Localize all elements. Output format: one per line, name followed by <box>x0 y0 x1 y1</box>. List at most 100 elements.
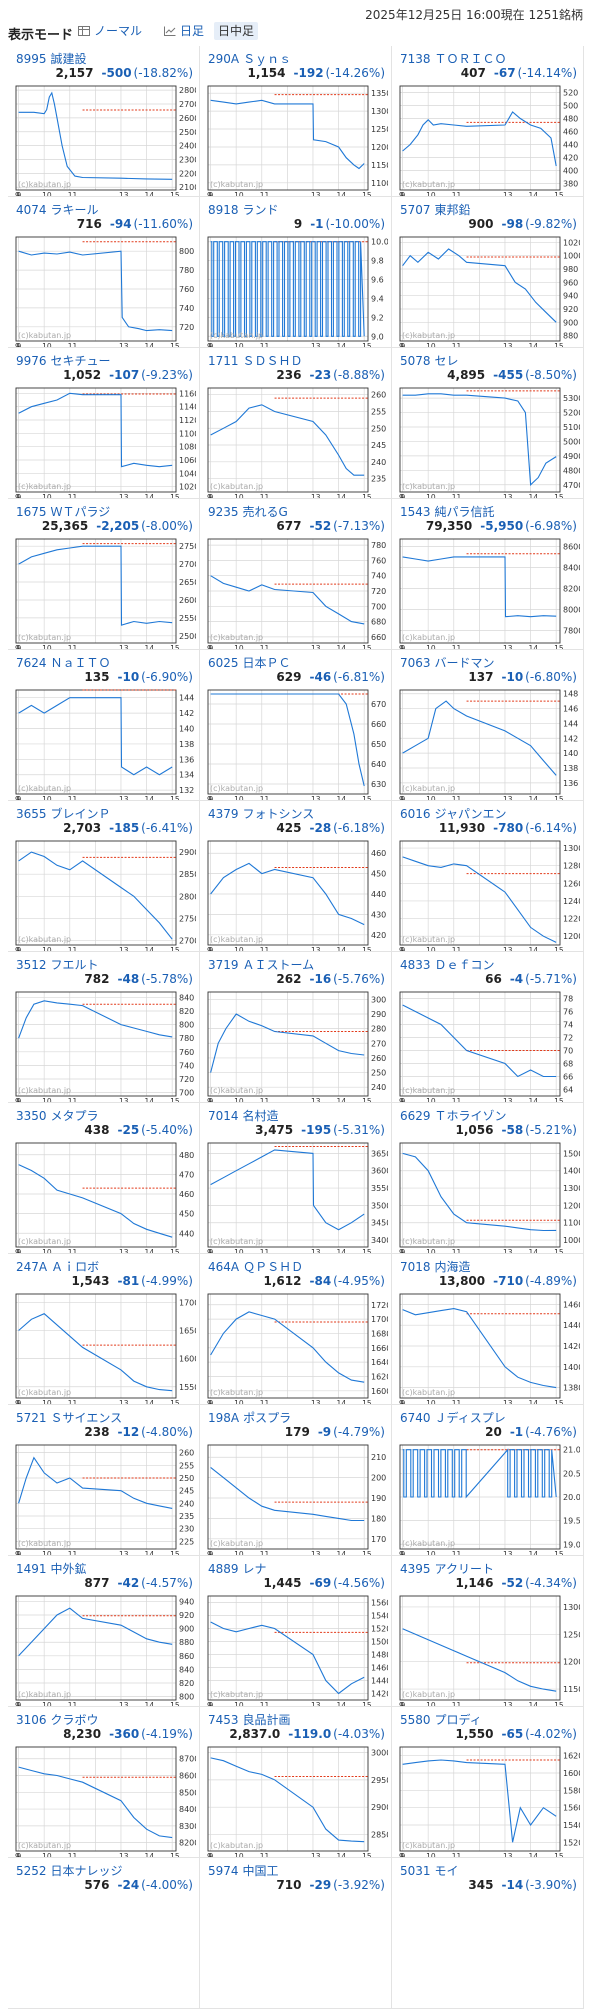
stock-card[interactable]: 1491 中外鉱 877 -42 (-4.57%) 940 920 900 880 860 840 8… <box>8 1556 200 1707</box>
stock-card[interactable]: 3512 フエルト 782 -48 (-5.78%) 840 820 800 780 760 740… <box>8 952 200 1103</box>
stock-name-link[interactable]: 1675 ＷＴパラジ <box>16 503 110 520</box>
stock-name-link[interactable]: 8995 誠建設 <box>16 50 87 67</box>
stock-name-link[interactable]: 1491 中外鉱 <box>16 1560 87 1577</box>
stock-name-link[interactable]: 247A Ａｉロボ <box>16 1258 99 1275</box>
stock-name-link[interactable]: 4833 Ｄｅｆコン <box>400 956 495 973</box>
stock-name-link[interactable]: 7453 良品計画 <box>208 1711 291 1728</box>
intraday-chart[interactable]: 86000 84000 82000 80000 78000 (c)kabutan.jp 9 1… <box>396 537 580 649</box>
stock-name-link[interactable]: 1543 純パラ信託 <box>400 503 495 520</box>
intraday-chart[interactable]: 1720 1700 1680 1660 1640 1620 1600 (c)kabutan.j… <box>204 1292 388 1404</box>
stock-card[interactable]: 4833 Ｄｅｆコン 66 -4 (-5.71%) 78 76 74 72 70 68 66 64 (c)… <box>392 952 584 1103</box>
intraday-chart[interactable]: 10.0 9.8 9.6 9.4 9.2 9.0 (c)kabutan.jp 9 10 11 13 1… <box>204 235 388 347</box>
intraday-chart[interactable]: 940 920 900 880 860 840 820 800 (c)kabutan.jp 9 10… <box>12 1594 196 1706</box>
stock-card[interactable]: 5721 Ｓサイエンス 238 -12 (-4.80%) 260 255 250 245 240 2… <box>8 1405 200 1556</box>
stock-name-link[interactable]: 3719 ＡＩストーム <box>208 956 314 973</box>
intraday-chart[interactable]: 144 142 140 138 136 134 132 (c)kabutan.jp 9 10 11 1… <box>12 688 196 800</box>
stock-card[interactable]: 1543純パラ信託79,350-5,950(-6.98%)86000840008… <box>392 499 584 650</box>
intraday-chart[interactable]: 1300 1250 1200 1150 (c)kabutan.jp 9 10 11 13 14 15… <box>396 1594 580 1706</box>
intraday-chart[interactable]: 3000 2950 2900 2850 (c)kabutan.jp 9 10 11 13 14 15… <box>204 1745 388 1857</box>
stock-card[interactable]: 5707東邦鉛900-98(-9.82%)1020100098096094092… <box>392 197 584 348</box>
intraday-chart[interactable]: 5300 5200 5100 5000 4900 4800 4700 (c)kabutan.j… <box>396 386 580 498</box>
intraday-chart[interactable]: 260 255 250 245 240 235 (c)kabutan.jp 9 10 11 13 14… <box>204 386 388 498</box>
intraday-chart[interactable]: 1560 1540 1520 1500 1480 1460 1440 1420 (c)kabut… <box>204 1594 388 1706</box>
stock-name-link[interactable]: 7014 名村造 <box>208 1107 279 1124</box>
intraday-chart[interactable]: 780 760 740 720 700 680 660 (c)kabutan.jp 9 10 11 1… <box>204 537 388 649</box>
stock-name-link[interactable]: 290A Ｓｙｎｓ <box>208 50 291 67</box>
intraday-chart[interactable]: 1620 1600 1580 1560 1540 1520 (c)kabutan.jp 9 10… <box>396 1745 580 1857</box>
intraday-chart[interactable]: 21.0 20.5 20.0 19.5 19.0 (c)kabutan.jp 9 10 11 13… <box>396 1443 580 1555</box>
mode-intraday-button[interactable]: 日中足 <box>214 22 259 40</box>
stock-name-link[interactable]: 4395 アクリート <box>400 1560 494 1577</box>
stock-name-link[interactable]: 4379 フォトシンス <box>208 805 314 822</box>
stock-card[interactable]: 8918 ランド 9 -1 (-10.00%) 10.0 9.8 9.6 9.4 9.2 9.0 (c… <box>200 197 392 348</box>
intraday-chart[interactable]: 13000 12800 12600 12400 12200 12000 (c)kabutan… <box>396 839 580 951</box>
stock-card[interactable]: 9976セキチュー1,052-107(-9.23%)11601140112011… <box>8 348 200 499</box>
stock-name-link[interactable]: 6016 ジャパンエン <box>400 805 507 822</box>
stock-card[interactable]: 5031 モイ 345 -14 (-3.90%) <box>392 1858 584 2009</box>
stock-card[interactable]: 1711 ＳＤＳＨＤ 236 -23 (-8.88%) 260 255 250 245 240 23… <box>200 348 392 499</box>
stock-name-link[interactable]: 5580 プロディ <box>400 1711 482 1728</box>
stock-name-link[interactable]: 5031 モイ <box>400 1862 459 1879</box>
stock-card[interactable]: 7138 ＴＯＲＩＣＯ 407 -67 (-14.14%) 520 500 480 460 440… <box>392 46 584 197</box>
intraday-chart[interactable]: 14600 14400 14200 14000 13800 (c)kabutan.jp 9 1… <box>396 1292 580 1404</box>
stock-name-link[interactable]: 8918 ランド <box>208 201 279 218</box>
stock-name-link[interactable]: 3512 フエルト <box>16 956 99 973</box>
intraday-chart[interactable]: 1500 1400 1300 1200 1100 1000 (c)kabutan.jp 9 10… <box>396 1141 580 1253</box>
intraday-chart[interactable]: 78 76 74 72 70 68 66 64 (c)kabutan.jp 9 10 11 13 14 15… <box>396 990 580 1102</box>
stock-card[interactable]: 4074 ラキール 716 -94 (-11.60%) 800 780 760 740 720 (c… <box>8 197 200 348</box>
intraday-chart[interactable]: 3650 3600 3550 3500 3450 3400 (c)kabutan.jp 9 10… <box>204 1141 388 1253</box>
intraday-chart[interactable]: 260 255 250 245 240 235 230 225 (c)kabutan.jp 9 10… <box>12 1443 196 1555</box>
stock-card[interactable]: 9235 売れるG 677 -52 (-7.13%) 780 760 740 720 700 680… <box>200 499 392 650</box>
stock-name-link[interactable]: 4889 レナ <box>208 1560 267 1577</box>
mode-normal-button[interactable]: ノーマル <box>78 22 142 40</box>
stock-name-link[interactable]: 4074 ラキール <box>16 201 99 218</box>
stock-name-link[interactable]: 5974 中国工 <box>208 1862 279 1879</box>
stock-name-link[interactable]: 6629 Ｔホライゾン <box>400 1107 507 1124</box>
intraday-chart[interactable]: 148 146 144 142 140 138 136 (c)kabutan.jp 9 10 11 1… <box>396 688 580 800</box>
stock-card[interactable]: 3719 ＡＩストーム 262 -16 (-5.76%) 300 290 280 270 260 2… <box>200 952 392 1103</box>
stock-card[interactable]: 6025 日本ＰＣ 629 -46 (-6.81%) 670 660 650 640 630 (c)… <box>200 650 392 801</box>
stock-name-link[interactable]: 3350 メタプラ <box>16 1107 99 1124</box>
stock-name-link[interactable]: 198A ポスプラ <box>208 1409 291 1426</box>
stock-card[interactable]: 7624 ＮａＩＴＯ 135 -10 (-6.90%) 144 142 140 138 136 13… <box>8 650 200 801</box>
stock-name-link[interactable]: 5078 セレ <box>400 352 459 369</box>
stock-name-link[interactable]: 7624 ＮａＩＴＯ <box>16 654 111 671</box>
stock-card[interactable]: 5252 日本ナレッジ 576 -24 (-4.00%) <box>8 1858 200 2009</box>
stock-name-link[interactable]: 5707 東邦鉛 <box>400 201 471 218</box>
stock-name-link[interactable]: 5721 Ｓサイエンス <box>16 1409 122 1426</box>
intraday-chart[interactable]: 8700 8600 8500 8400 8300 8200 (c)kabutan.jp 9 10… <box>12 1745 196 1857</box>
stock-name-link[interactable]: 3106 クラボウ <box>16 1711 99 1728</box>
stock-name-link[interactable]: 7138 ＴＯＲＩＣＯ <box>400 50 507 67</box>
stock-name-link[interactable]: 3655 ブレインＰ <box>16 805 111 822</box>
intraday-chart[interactable]: 300 290 280 270 260 250 240 (c)kabutan.jp 9 10 11 1… <box>204 990 388 1102</box>
stock-card[interactable]: 1675ＷＴパラジ25,365-2,205(-8.00%)27500270002… <box>8 499 200 650</box>
intraday-chart[interactable]: 1350 1300 1250 1200 1150 1100 (c)kabutan.jp 9 10… <box>204 84 388 196</box>
stock-name-link[interactable]: 7018 内海造 <box>400 1258 471 1275</box>
stock-name-link[interactable]: 7063 バードマン <box>400 654 495 671</box>
stock-name-link[interactable]: 5252 日本ナレッジ <box>16 1862 123 1879</box>
stock-name-link[interactable]: 9976 セキチュー <box>16 352 111 369</box>
intraday-chart[interactable]: 2900 2850 2800 2750 2700 (c)kabutan.jp 9 10 11 13… <box>12 839 196 951</box>
